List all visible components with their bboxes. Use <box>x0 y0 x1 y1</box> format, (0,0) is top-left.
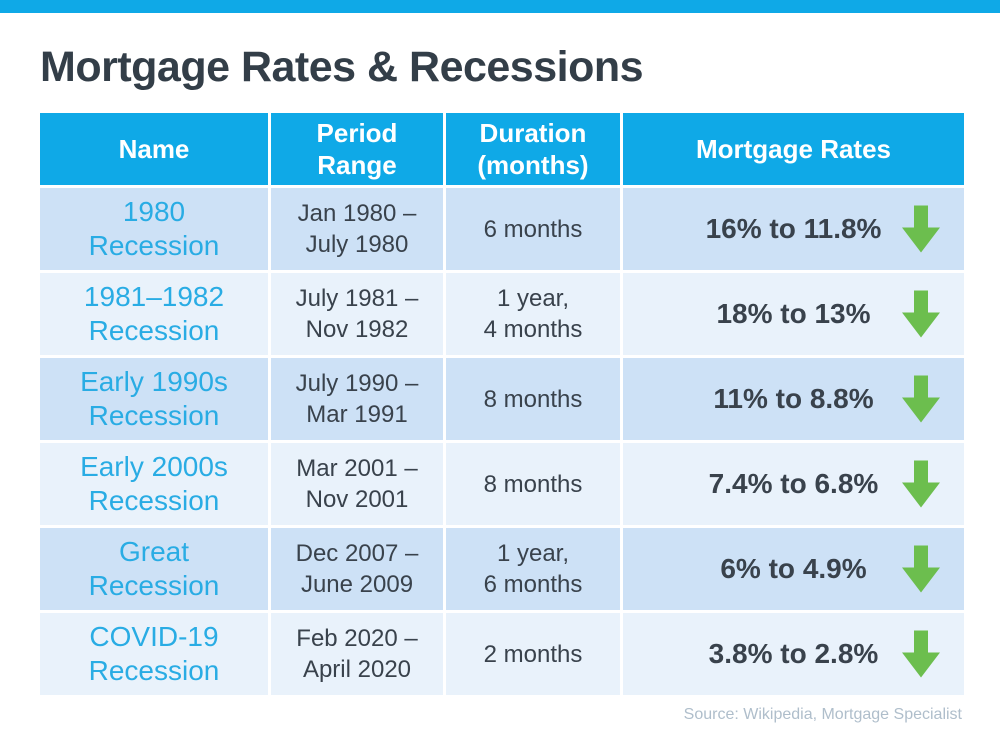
cell-recession-name: COVID-19 Recession <box>40 613 268 695</box>
down-arrow-icon <box>902 174 940 285</box>
cell-mortgage-rates: 3.8% to 2.8% <box>623 613 964 695</box>
rate-value: 6% to 4.9% <box>720 553 867 584</box>
cell-period-range: July 1990 – Mar 1991 <box>271 358 443 440</box>
cell-period-range: Mar 2001 – Nov 2001 <box>271 443 443 525</box>
cell-duration: 8 months <box>446 358 620 440</box>
cell-mortgage-rates: 18% to 13% <box>623 273 964 355</box>
cell-mortgage-rates: 7.4% to 6.8% <box>623 443 964 525</box>
page-title: Mortgage Rates & Recessions <box>40 43 644 91</box>
cell-recession-name: Great Recession <box>40 528 268 610</box>
cell-period-range: July 1981 – Nov 1982 <box>271 273 443 355</box>
cell-mortgage-rates: 11% to 8.8% <box>623 358 964 440</box>
rate-value: 18% to 13% <box>716 298 871 329</box>
column-header-duration: Duration (months) <box>446 113 620 185</box>
cell-duration: 2 months <box>446 613 620 695</box>
cell-period-range: Feb 2020 – April 2020 <box>271 613 443 695</box>
down-arrow-icon <box>902 344 940 455</box>
cell-duration: 1 year, 6 months <box>446 528 620 610</box>
rate-value: 3.8% to 2.8% <box>708 638 879 669</box>
cell-duration: 1 year, 4 months <box>446 273 620 355</box>
source-note: Source: Wikipedia, Mortgage Specialist <box>683 706 962 723</box>
cell-period-range: Dec 2007 – June 2009 <box>271 528 443 610</box>
rate-value: 16% to 11.8% <box>705 213 882 244</box>
rate-value: 7.4% to 6.8% <box>708 468 879 499</box>
cell-recession-name: Early 2000s Recession <box>40 443 268 525</box>
cell-mortgage-rates: 16% to 11.8% <box>623 188 964 270</box>
top-accent-bar <box>0 0 1000 13</box>
down-arrow-icon <box>902 599 940 710</box>
cell-recession-name: 1981–1982 Recession <box>40 273 268 355</box>
down-arrow-icon <box>902 429 940 540</box>
cell-recession-name: 1980 Recession <box>40 188 268 270</box>
column-header-mortgage-rates: Mortgage Rates <box>623 113 964 185</box>
cell-duration: 6 months <box>446 188 620 270</box>
rate-value: 11% to 8.8% <box>713 383 874 414</box>
column-header-period-range: Period Range <box>271 113 443 185</box>
down-arrow-icon <box>902 514 940 625</box>
down-arrow-icon <box>902 259 940 370</box>
cell-mortgage-rates: 6% to 4.9% <box>623 528 964 610</box>
recessions-table: Name Period Range Duration (months) Mort… <box>40 113 964 695</box>
cell-duration: 8 months <box>446 443 620 525</box>
column-header-name: Name <box>40 113 268 185</box>
cell-recession-name: Early 1990s Recession <box>40 358 268 440</box>
cell-period-range: Jan 1980 – July 1980 <box>271 188 443 270</box>
